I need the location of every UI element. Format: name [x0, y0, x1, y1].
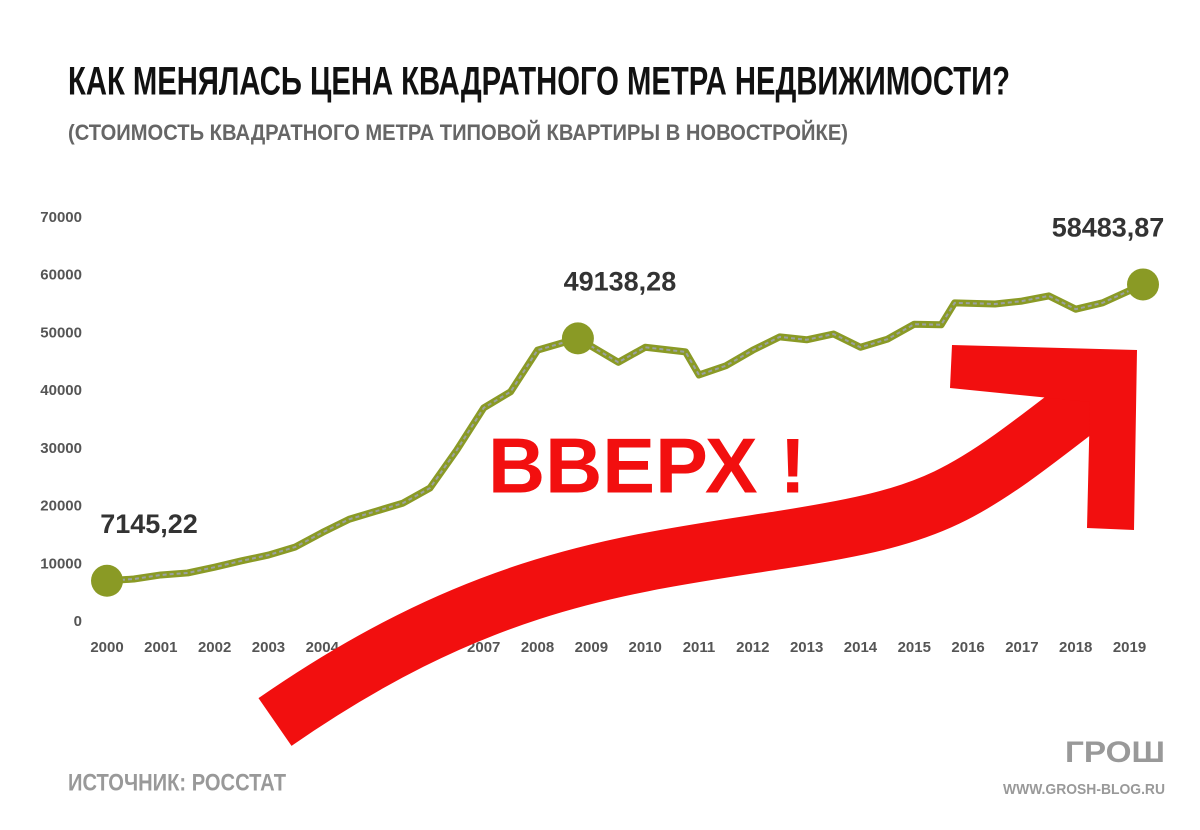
- annotation: ВВЕРХ !: [488, 422, 806, 510]
- brand: ГРОШ: [1065, 736, 1165, 769]
- x-tick-label: 2016: [951, 639, 984, 656]
- y-tick-label: 0: [74, 613, 82, 630]
- arrow-body: [258, 372, 1113, 746]
- marker: [91, 564, 123, 597]
- website: WWW.GROSH-BLOG.RU: [1003, 781, 1165, 798]
- value-label: 49138,28: [564, 267, 677, 297]
- y-tick-label: 50000: [40, 324, 82, 341]
- y-tick-label: 70000: [40, 209, 82, 226]
- x-tick-label: 2002: [198, 639, 231, 656]
- x-tick-label: 2007: [467, 639, 500, 656]
- line-dash: [106, 283, 1144, 582]
- value-label: 58483,87: [1052, 213, 1165, 243]
- x-tick-label: 2008: [521, 639, 554, 656]
- x-tick-label: 2001: [144, 639, 177, 656]
- y-tick-label: 40000: [40, 382, 82, 399]
- x-tick-label: 2017: [1005, 639, 1038, 656]
- x-tick-label: 2013: [790, 639, 823, 656]
- marker: [1127, 268, 1159, 301]
- y-tick-label: 10000: [40, 555, 82, 572]
- source: ИСТОЧНИК: РОССТАТ: [68, 769, 286, 796]
- y-tick-label: 60000: [40, 267, 82, 284]
- x-tick-label: 2019: [1113, 639, 1146, 656]
- x-tick-label: 2003: [252, 639, 285, 656]
- x-tick-label: 2012: [736, 639, 769, 656]
- chart-title: КАК МЕНЯЛАСЬ ЦЕНА КВАДРАТНОГО МЕТРА НЕДВ…: [68, 60, 1010, 104]
- y-tick-label: 30000: [40, 440, 82, 457]
- chart-subtitle: (СТОИМОСТЬ КВАДРАТНОГО МЕТРА ТИПОВОЙ КВА…: [68, 120, 848, 145]
- x-tick-label: 2010: [628, 639, 661, 656]
- x-tick-label: 2009: [575, 639, 608, 656]
- value-label: 7145,22: [100, 509, 198, 539]
- arrow-head: [950, 345, 1137, 530]
- x-tick-label: 2011: [683, 639, 716, 656]
- x-tick-label: 2018: [1059, 639, 1092, 656]
- marker: [561, 322, 594, 355]
- x-tick-label: 2000: [90, 639, 123, 656]
- x-tick-label: 2015: [898, 639, 931, 656]
- y-tick-label: 20000: [40, 498, 82, 515]
- x-tick-label: 2014: [844, 639, 878, 656]
